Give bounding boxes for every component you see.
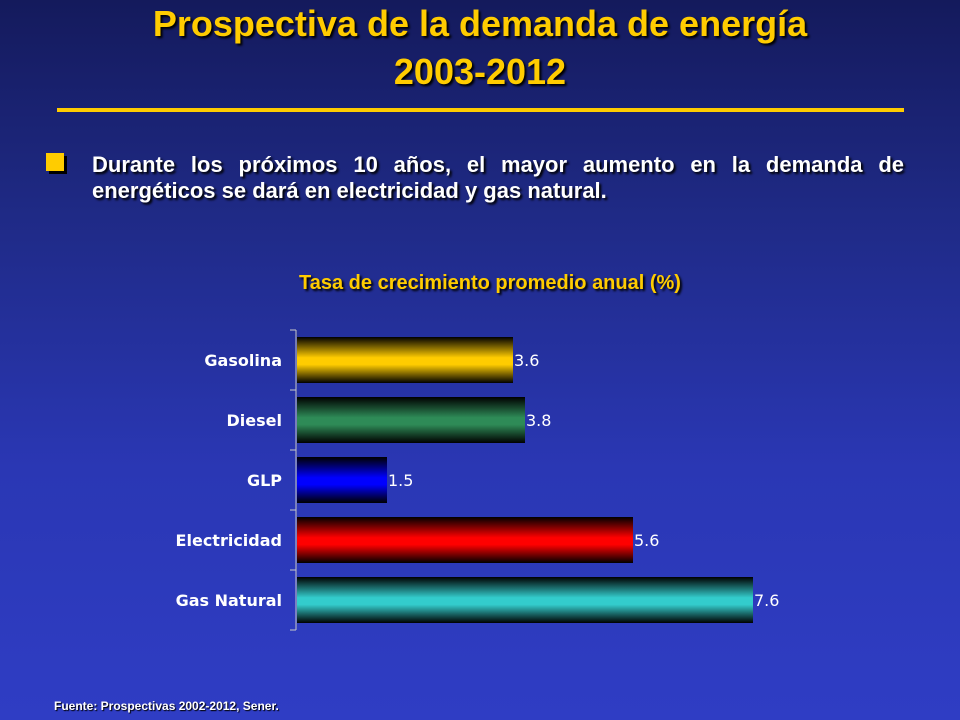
bar-electricidad	[297, 517, 633, 563]
slide-title-line-2: 2003-2012	[393, 51, 567, 92]
bar-gas-natural	[297, 577, 753, 623]
category-label: Gasolina	[204, 351, 282, 370]
source-note: Fuente: Prospectivas 2002-2012, Sener.	[54, 699, 279, 713]
bar-diesel	[297, 397, 525, 443]
category-label: Electricidad	[176, 531, 282, 550]
slide-title: Prospectiva de la demanda de energía 200…	[40, 0, 920, 96]
value-label: 3.8	[526, 411, 551, 430]
checkbox-bullet-icon	[46, 153, 64, 171]
value-label: 3.6	[514, 351, 539, 370]
bar-gasolina	[297, 337, 513, 383]
slide-title-line-1: Prospectiva de la demanda de energía	[152, 3, 808, 44]
category-label: Gas Natural	[176, 591, 282, 610]
title-underline	[57, 108, 904, 112]
value-label: 1.5	[388, 471, 413, 490]
value-label: 5.6	[634, 531, 659, 550]
bullet-text: Durante los próximos 10 años, el mayor a…	[92, 152, 904, 203]
chart-title: Tasa de crecimiento promedio anual (%)	[299, 272, 681, 294]
bar-glp	[297, 457, 387, 503]
category-label: GLP	[247, 471, 282, 490]
category-label: Diesel	[227, 411, 282, 430]
value-label: 7.6	[754, 591, 779, 610]
